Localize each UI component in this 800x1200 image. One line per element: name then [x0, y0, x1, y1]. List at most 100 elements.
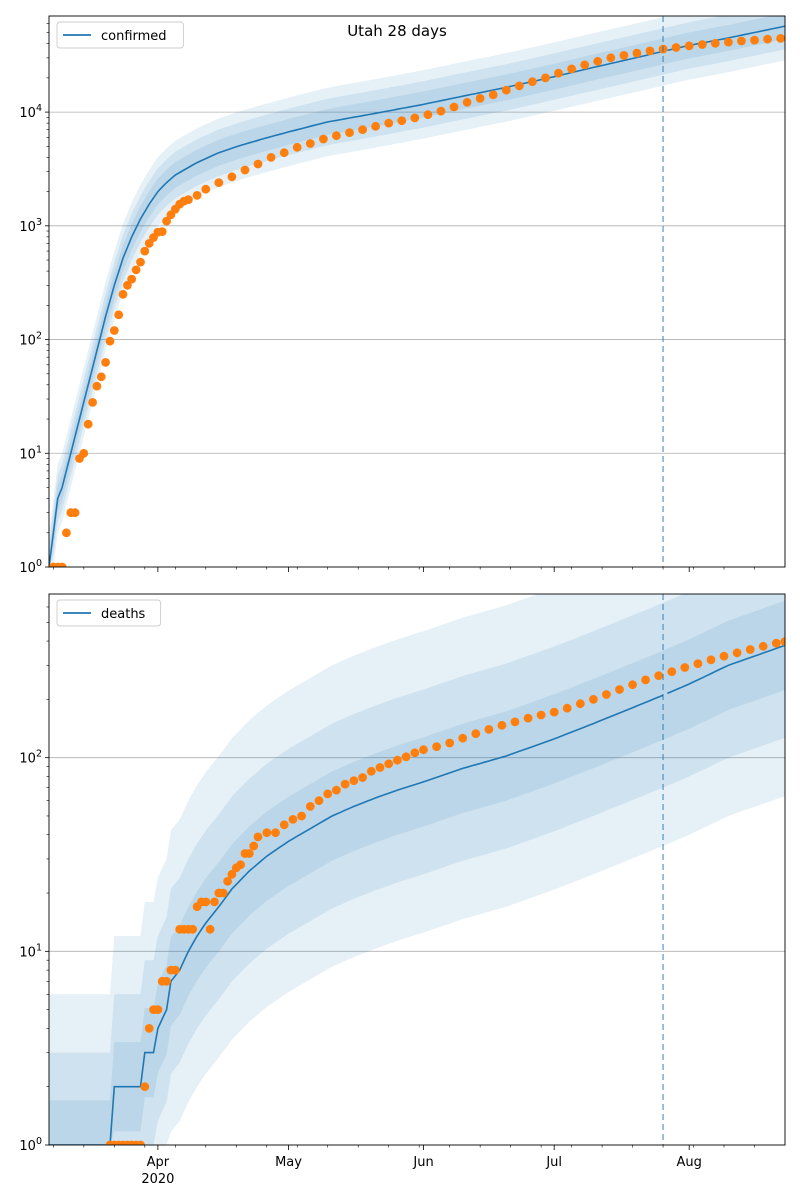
observed-point — [249, 841, 259, 851]
observed-point — [279, 148, 289, 158]
observed-point — [210, 897, 219, 907]
y-tick-label: 100 — [19, 1136, 42, 1154]
legend: confirmed — [56, 21, 184, 49]
model-line-deaths — [49, 694, 664, 1145]
observed-point — [371, 121, 380, 131]
observed-point — [475, 94, 485, 103]
observed-point — [771, 638, 781, 648]
plot-area — [49, 16, 785, 567]
legend-label: confirmed — [101, 29, 167, 44]
y-tick-label: 101 — [19, 942, 42, 960]
observed-point — [79, 448, 89, 458]
y-tick-exponent: 1 — [36, 444, 42, 455]
observed-point — [345, 128, 354, 138]
observed-point — [536, 710, 546, 720]
observed-point — [501, 85, 511, 95]
observed-point — [449, 102, 459, 112]
observed-point — [236, 860, 246, 870]
legend: deaths — [56, 599, 162, 627]
observed-point — [205, 924, 215, 934]
y-tick-exponent: 3 — [36, 217, 42, 228]
observed-point — [157, 227, 167, 237]
observed-point — [88, 398, 97, 407]
y-tick-exponent: 1 — [36, 942, 42, 953]
observed-point — [719, 651, 729, 661]
observed-point — [340, 779, 350, 789]
uncertainty-band — [49, 16, 785, 567]
observed-point — [484, 725, 494, 734]
observed-point — [628, 680, 637, 690]
observed-point — [758, 641, 768, 651]
observed-point — [541, 73, 550, 83]
observed-point — [305, 139, 315, 148]
observed-point — [253, 832, 263, 842]
uncertainty-band — [49, 600, 785, 1145]
observed-point — [528, 77, 537, 87]
observed-point — [279, 820, 289, 830]
observed-point — [684, 41, 694, 51]
observed-point — [549, 707, 559, 717]
observed-point — [401, 752, 411, 762]
observed-point — [706, 655, 716, 665]
observed-point — [214, 178, 224, 188]
observed-point — [410, 748, 420, 758]
observed-point — [510, 717, 520, 727]
observed-point — [314, 796, 324, 805]
uncertainty-band — [49, 16, 785, 567]
uncertainty-band — [49, 594, 785, 1145]
y-tick-exponent: 2 — [36, 749, 42, 760]
observed-point — [153, 1005, 163, 1014]
observed-point — [710, 38, 720, 48]
observed-point — [497, 720, 507, 730]
observed-point — [680, 663, 690, 672]
observed-point — [227, 869, 237, 879]
observed-point — [332, 785, 341, 795]
observed-point — [192, 191, 202, 200]
observed-point — [358, 125, 367, 135]
observed-point — [384, 759, 394, 769]
observed-point — [227, 172, 237, 182]
axes-frame — [48, 593, 786, 1146]
observed-point — [632, 48, 642, 58]
observed-point — [419, 745, 428, 755]
observed-point — [162, 216, 172, 226]
observed-point — [645, 46, 655, 56]
observed-point — [292, 142, 302, 152]
observed-point — [184, 195, 193, 205]
uncertainty-band — [49, 594, 785, 1145]
observed-point — [436, 106, 446, 116]
observed-point — [271, 828, 280, 838]
observed-point — [575, 699, 585, 709]
observed-point — [471, 729, 481, 739]
observed-point — [724, 37, 733, 47]
observed-point — [319, 134, 328, 144]
y-tick-label: 100 — [19, 558, 42, 576]
observed-point — [397, 116, 407, 126]
y-tick-exponent: 0 — [36, 558, 42, 569]
observed-point — [458, 733, 468, 743]
observed-point — [641, 675, 650, 685]
observed-point — [140, 246, 150, 256]
observed-point — [131, 265, 141, 275]
x-tick-label: Jun — [412, 1155, 433, 1170]
observed-point — [201, 184, 211, 194]
observed-point — [262, 828, 272, 838]
observed-point — [654, 671, 664, 681]
observed-point — [580, 60, 590, 70]
y-tick-label: 103 — [19, 217, 42, 235]
observed-point — [671, 43, 681, 52]
observed-point — [144, 1024, 154, 1033]
y-tick-exponent: 4 — [36, 103, 42, 114]
observed-point — [375, 763, 385, 772]
legend-box — [56, 21, 184, 49]
observed-point — [410, 113, 420, 123]
y-tick-exponent: 2 — [36, 331, 42, 342]
observed-point — [297, 811, 306, 821]
observed-point — [567, 64, 576, 74]
observed-point — [240, 165, 250, 175]
legend-box — [56, 599, 162, 627]
x-tick-label: Jul — [545, 1155, 562, 1170]
uncertainty-band — [49, 16, 785, 567]
observed-point — [57, 562, 67, 567]
